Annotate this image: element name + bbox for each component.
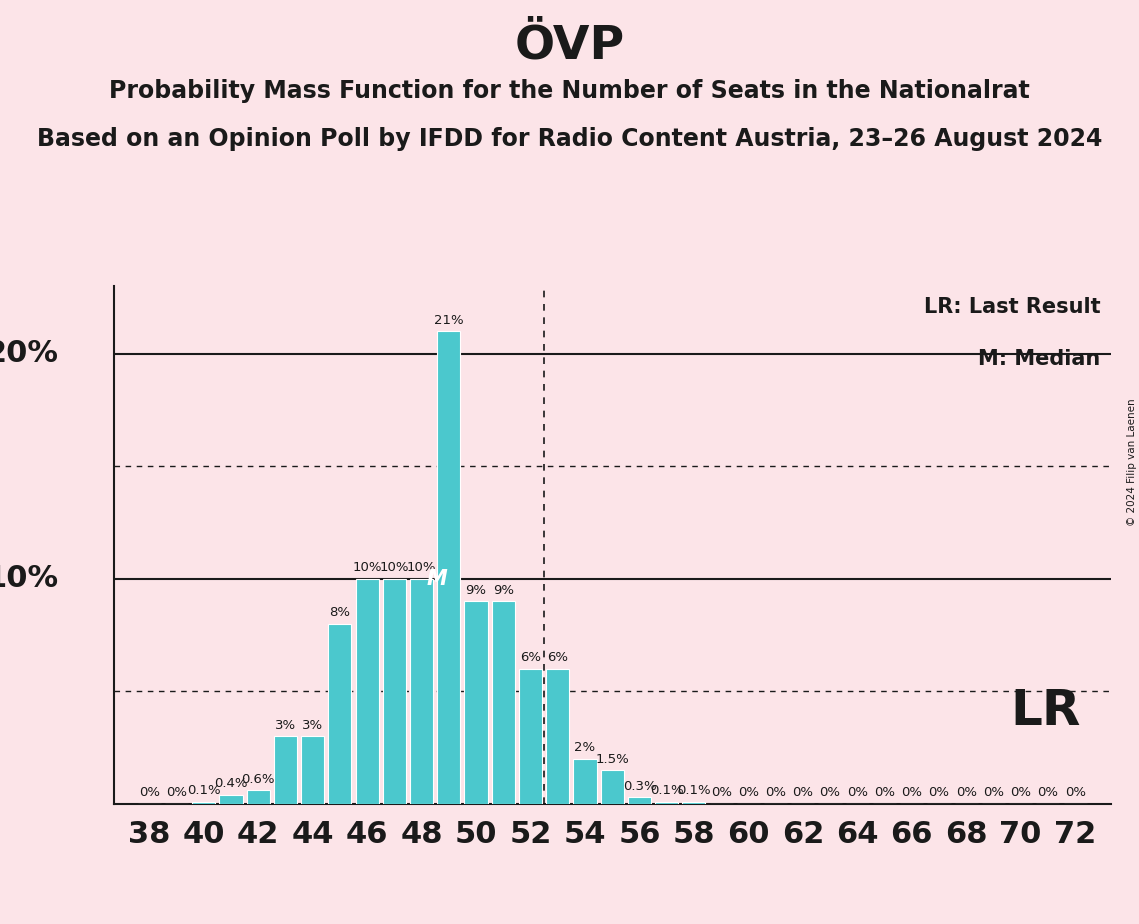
Text: 0%: 0% (1038, 786, 1058, 799)
Text: 20%: 20% (0, 339, 59, 369)
Text: 2%: 2% (574, 741, 596, 754)
Text: 10%: 10% (407, 562, 436, 575)
Bar (301, 736, 325, 804)
Text: 10%: 10% (379, 562, 409, 575)
Text: 6%: 6% (521, 651, 541, 664)
Text: LR: LR (1010, 687, 1081, 735)
Text: 0%: 0% (956, 786, 977, 799)
Text: 0.1%: 0.1% (677, 784, 711, 797)
Bar (410, 579, 433, 804)
Bar (465, 602, 487, 804)
Bar (383, 579, 405, 804)
Text: 6%: 6% (547, 651, 568, 664)
Text: 0%: 0% (711, 786, 731, 799)
Bar (600, 770, 624, 804)
Text: 0.1%: 0.1% (187, 784, 221, 797)
Text: 0.6%: 0.6% (241, 772, 274, 786)
Text: 1.5%: 1.5% (596, 753, 629, 766)
Text: Probability Mass Function for the Number of Seats in the Nationalrat: Probability Mass Function for the Number… (109, 79, 1030, 103)
Bar (220, 795, 243, 804)
Bar (355, 579, 378, 804)
Bar (192, 802, 215, 804)
Text: 0%: 0% (820, 786, 841, 799)
Text: ÖVP: ÖVP (515, 23, 624, 68)
Text: 0%: 0% (874, 786, 895, 799)
Text: 0%: 0% (765, 786, 786, 799)
Text: 0.1%: 0.1% (650, 784, 683, 797)
Text: 21%: 21% (434, 314, 464, 327)
Bar (273, 736, 297, 804)
Bar (628, 797, 652, 804)
Text: 0.4%: 0.4% (214, 777, 248, 790)
Text: 0%: 0% (139, 786, 159, 799)
Bar (519, 669, 542, 804)
Text: 0%: 0% (793, 786, 813, 799)
Text: 3%: 3% (302, 719, 323, 732)
Text: 0%: 0% (901, 786, 923, 799)
Text: 0%: 0% (1065, 786, 1085, 799)
Text: M: M (426, 569, 446, 589)
Text: M: Median: M: Median (978, 348, 1100, 369)
Text: 0%: 0% (738, 786, 759, 799)
Text: 0%: 0% (846, 786, 868, 799)
Bar (247, 790, 270, 804)
Bar (437, 332, 460, 804)
Text: 0%: 0% (166, 786, 187, 799)
Text: © 2024 Filip van Laenen: © 2024 Filip van Laenen (1126, 398, 1137, 526)
Bar (655, 802, 678, 804)
Bar (328, 624, 352, 804)
Text: 0%: 0% (928, 786, 950, 799)
Text: 0%: 0% (1010, 786, 1031, 799)
Text: 0%: 0% (983, 786, 1003, 799)
Text: 9%: 9% (493, 584, 514, 597)
Text: 10%: 10% (0, 565, 59, 593)
Bar (573, 759, 597, 804)
Bar (547, 669, 570, 804)
Text: 10%: 10% (352, 562, 382, 575)
Bar (682, 802, 705, 804)
Text: 0.3%: 0.3% (623, 780, 656, 793)
Text: 3%: 3% (274, 719, 296, 732)
Text: Based on an Opinion Poll by IFDD for Radio Content Austria, 23–26 August 2024: Based on an Opinion Poll by IFDD for Rad… (36, 127, 1103, 151)
Text: 8%: 8% (329, 606, 351, 619)
Text: LR: Last Result: LR: Last Result (924, 297, 1100, 317)
Text: 9%: 9% (466, 584, 486, 597)
Bar (492, 602, 515, 804)
